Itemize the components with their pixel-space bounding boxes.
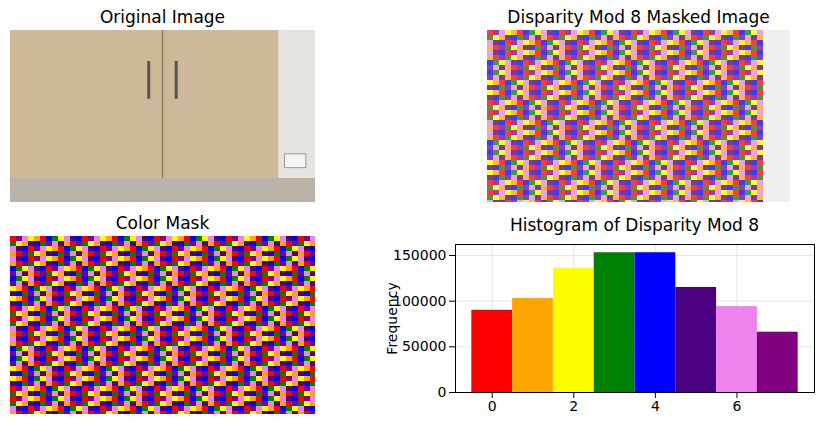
svg-text:0: 0 [488, 398, 497, 414]
svg-text:150000: 150000 [393, 247, 446, 263]
svg-text:0: 0 [438, 384, 447, 400]
svg-text:Frequency: Frequency [384, 282, 400, 354]
html-text:Disparity Mod 8 Masked Image: Disparity Mod 8 Masked Image [507, 7, 770, 27]
svg-text:2: 2 [569, 398, 578, 414]
svg-text:6: 6 [733, 398, 742, 414]
svg-text:100000: 100000 [393, 293, 446, 309]
svg-text:4: 4 [651, 398, 660, 414]
svg-text:50000: 50000 [402, 338, 447, 354]
html-text:Histogram of Disparity Mod 8: Histogram of Disparity Mod 8 [509, 215, 760, 235]
html-text:Original Image: Original Image [99, 7, 226, 27]
html-text:Color Mask: Color Mask [115, 213, 210, 233]
